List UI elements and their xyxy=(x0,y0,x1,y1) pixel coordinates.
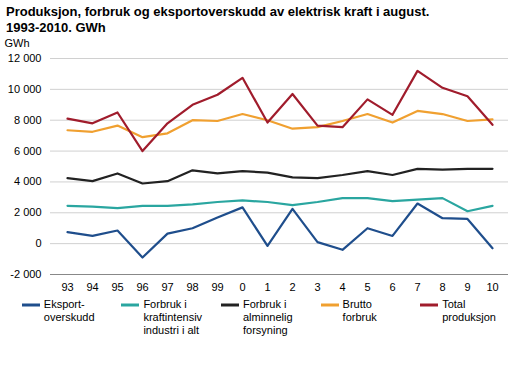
svg-text:0: 0 xyxy=(35,237,41,249)
svg-text:9: 9 xyxy=(464,281,470,293)
svg-text:GWh: GWh xyxy=(5,37,30,49)
svg-text:10 000: 10 000 xyxy=(8,83,42,95)
svg-text:0: 0 xyxy=(239,281,245,293)
svg-text:96: 96 xyxy=(136,281,148,293)
svg-text:8 000: 8 000 xyxy=(14,114,42,126)
svg-text:4: 4 xyxy=(339,281,345,293)
svg-text:94: 94 xyxy=(86,281,98,293)
html-text:Forbruk i kraftintensiv indust: Forbruk i kraftintensiv industri i alt xyxy=(143,298,203,336)
svg-text:95: 95 xyxy=(111,281,123,293)
svg-text:2: 2 xyxy=(289,281,295,293)
svg-text:6 000: 6 000 xyxy=(14,145,42,157)
svg-text:7: 7 xyxy=(414,281,420,293)
svg-text:2 000: 2 000 xyxy=(14,206,42,218)
svg-text:4 000: 4 000 xyxy=(14,175,42,187)
html-text:Eksport- overskudd: Eksport- overskudd xyxy=(43,298,95,323)
svg-text:8: 8 xyxy=(439,281,445,293)
svg-text:1: 1 xyxy=(264,281,270,293)
svg-text:99: 99 xyxy=(211,281,223,293)
html-text:Brutto forbruk: Brutto forbruk xyxy=(342,298,377,323)
html-text:Produksjon, forbruk og eksport: Produksjon, forbruk og eksportoverskudd … xyxy=(6,4,430,35)
html-text:Total produksjon: Total produksjon xyxy=(442,298,496,323)
svg-text:97: 97 xyxy=(161,281,173,293)
html-text:Forbruk i alminnelig forsyning: Forbruk i alminnelig forsyning xyxy=(243,298,293,336)
svg-text:5: 5 xyxy=(364,281,370,293)
svg-text:93: 93 xyxy=(61,281,73,293)
svg-text:10: 10 xyxy=(486,281,498,293)
svg-text:3: 3 xyxy=(314,281,320,293)
svg-text:98: 98 xyxy=(186,281,198,293)
svg-text:-2 000: -2 000 xyxy=(10,268,41,280)
svg-text:12 000: 12 000 xyxy=(8,52,42,64)
svg-text:6: 6 xyxy=(389,281,395,293)
